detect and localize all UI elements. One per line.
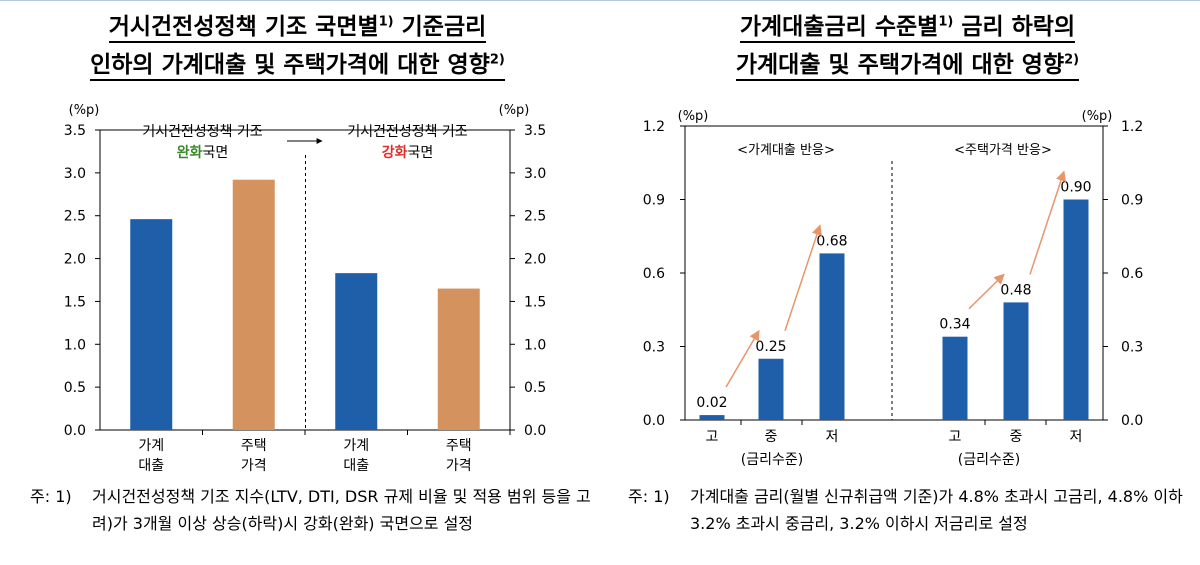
- right-ytick-label-left: 0.6: [643, 266, 665, 282]
- left-title-sup1: 1): [378, 14, 394, 29]
- right-trend-arrow: [968, 273, 1005, 310]
- right-ytick-label-left: 1.2: [643, 119, 665, 135]
- right-footnote: 주: 1) 가계대출 금리(월별 신규취급액 기준)가 4.8% 초과시 고금리…: [628, 483, 1198, 537]
- left-xtick-label-line2: 가격: [241, 458, 267, 474]
- left-ytick-label-left: 3.5: [64, 123, 86, 139]
- right-group-label: <주택가격 반응>: [954, 143, 1052, 158]
- left-ytick-label-right: 2.5: [524, 209, 546, 225]
- left-footnote: 주: 1) 거시건전성정책 기조 지수(LTV, DTI, DSR 규제 비율 …: [30, 483, 605, 537]
- left-bar: [130, 219, 173, 430]
- right-xtick-label: 고: [706, 429, 719, 445]
- left-group-label-line2: 완화국면: [177, 145, 229, 161]
- right-bar: [1063, 199, 1089, 420]
- left-ytick-label-right: 3.0: [524, 166, 546, 182]
- left-xtick-label-line1: 주택: [241, 438, 267, 454]
- left-ytick-label-left: 2.5: [64, 209, 86, 225]
- right-ytick-label-right: 0.9: [1121, 193, 1143, 209]
- right-title-line2: 가계대출 및 주택가격에 대한 영향: [735, 52, 1065, 79]
- left-chart-title: 거시건전성정책 기조 국면별1) 기준금리 인하의 가계대출 및 주택가격에 대…: [10, 5, 585, 82]
- left-group-label-line1: 거시건전성정책 기조: [347, 124, 467, 140]
- right-bar-value-label: 0.25: [755, 339, 786, 355]
- left-xtick-label-line2: 대출: [138, 458, 164, 474]
- left-unit-right: (%p): [499, 103, 530, 118]
- left-bar: [232, 179, 275, 430]
- right-bar: [1003, 302, 1029, 420]
- left-title-line1b: 기준금리: [393, 13, 487, 40]
- right-footnote-text: 가계대출 금리(월별 신규취급액 기준)가 4.8% 초과시 고금리, 4.8%…: [690, 487, 1183, 533]
- right-unit-right: (%p): [1082, 109, 1113, 124]
- left-title-sup2: 2): [489, 52, 505, 68]
- left-ytick-label-right: 2.0: [524, 252, 546, 268]
- right-ytick-label-right: 0.0: [1121, 413, 1143, 429]
- right-xtick-label: 고: [949, 429, 962, 445]
- left-ytick-label-left: 0.5: [64, 380, 86, 396]
- right-bar-value-label: 0.34: [939, 317, 970, 333]
- right-xaxis-label: (금리수준): [741, 452, 803, 468]
- left-ytick-label-right: 0.5: [524, 380, 546, 396]
- right-xtick-label: 중: [1010, 429, 1023, 445]
- right-bar: [758, 358, 784, 420]
- right-footnote-prefix: 주: 1): [628, 487, 670, 506]
- left-ytick-label-right: 3.5: [524, 123, 546, 139]
- right-ytick-label-right: 1.2: [1121, 119, 1143, 135]
- right-bar: [942, 336, 968, 420]
- left-xtick-label-line1: 가계: [343, 438, 369, 454]
- left-ytick-label-right: 0.0: [524, 423, 546, 439]
- left-ytick-label-left: 2.0: [64, 252, 86, 268]
- right-bar-value-label: 0.48: [1000, 282, 1031, 298]
- left-xtick-label-line1: 주택: [446, 438, 472, 454]
- right-bar-value-label: 0.90: [1060, 180, 1091, 196]
- right-bar: [699, 415, 725, 420]
- left-group-label-line1: 거시건전성정책 기조: [142, 124, 262, 140]
- left-bar: [335, 273, 378, 430]
- right-ytick-label-left: 0.3: [643, 340, 665, 356]
- right-chart-title: 가계대출금리 수준별1) 금리 하락의 가계대출 및 주택가격에 대한 영향2): [620, 5, 1195, 82]
- right-ytick-label-left: 0.0: [643, 413, 665, 429]
- left-xtick-label-line1: 가계: [138, 438, 164, 454]
- right-bar-value-label: 0.02: [696, 395, 727, 411]
- left-ytick-label-right: 1.0: [524, 337, 546, 353]
- right-ytick-label-left: 0.9: [643, 193, 665, 209]
- right-unit-left: (%p): [678, 109, 709, 124]
- right-ytick-label-right: 0.6: [1121, 266, 1143, 282]
- left-xtick-label-line2: 가격: [446, 458, 472, 474]
- left-ytick-label-left: 1.0: [64, 337, 86, 353]
- right-title-sup2: 2): [1064, 52, 1080, 68]
- left-title-line2: 인하의 가계대출 및 주택가격에 대한 영향: [90, 52, 490, 79]
- left-ytick-label-left: 1.5: [64, 294, 86, 310]
- left-footnote-text: 거시건전성정책 기조 지수(LTV, DTI, DSR 규제 비율 및 적용 범…: [92, 487, 591, 533]
- right-trend-arrow: [1029, 170, 1067, 275]
- right-xtick-label: 저: [826, 429, 839, 445]
- right-title-line1: 가계대출금리 수준별: [739, 13, 939, 40]
- right-trend-arrow: [725, 329, 760, 388]
- right-title-line1b: 금리 하락의: [953, 13, 1076, 40]
- left-unit-left: (%p): [69, 103, 100, 118]
- left-group-label-line2: 강화국면: [382, 144, 434, 161]
- left-title-line1: 거시건전성정책 기조 국면별: [108, 13, 379, 40]
- left-bar: [437, 288, 480, 430]
- right-xtick-label: 중: [765, 429, 778, 445]
- right-xaxis-label: (금리수준): [958, 452, 1020, 468]
- right-xtick-label: 저: [1070, 429, 1083, 445]
- left-xtick-label-line2: 대출: [343, 458, 369, 474]
- left-ytick-label-left: 3.0: [64, 166, 86, 182]
- right-group-label: <가계대출 반응>: [737, 143, 835, 158]
- right-bar: [819, 253, 845, 420]
- right-bar-value-label: 0.68: [816, 233, 847, 249]
- left-ytick-label-right: 1.5: [524, 294, 546, 310]
- left-ytick-label-left: 0.0: [64, 423, 86, 439]
- right-title-sup1: 1): [938, 14, 954, 29]
- top-border-line: [0, 0, 1200, 1]
- right-ytick-label-right: 0.3: [1121, 340, 1143, 356]
- right-trend-arrow: [784, 224, 823, 331]
- right-plot-frame: [684, 125, 1104, 421]
- left-footnote-prefix: 주: 1): [30, 487, 72, 506]
